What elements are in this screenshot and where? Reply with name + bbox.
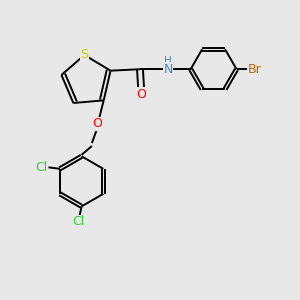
Text: O: O [92, 117, 102, 130]
Text: Cl: Cl [36, 161, 48, 174]
Text: N: N [163, 63, 172, 76]
Text: O: O [136, 88, 146, 101]
Text: S: S [80, 49, 88, 62]
Text: H: H [164, 56, 172, 66]
Text: Br: Br [248, 63, 261, 76]
Text: Cl: Cl [73, 215, 85, 228]
